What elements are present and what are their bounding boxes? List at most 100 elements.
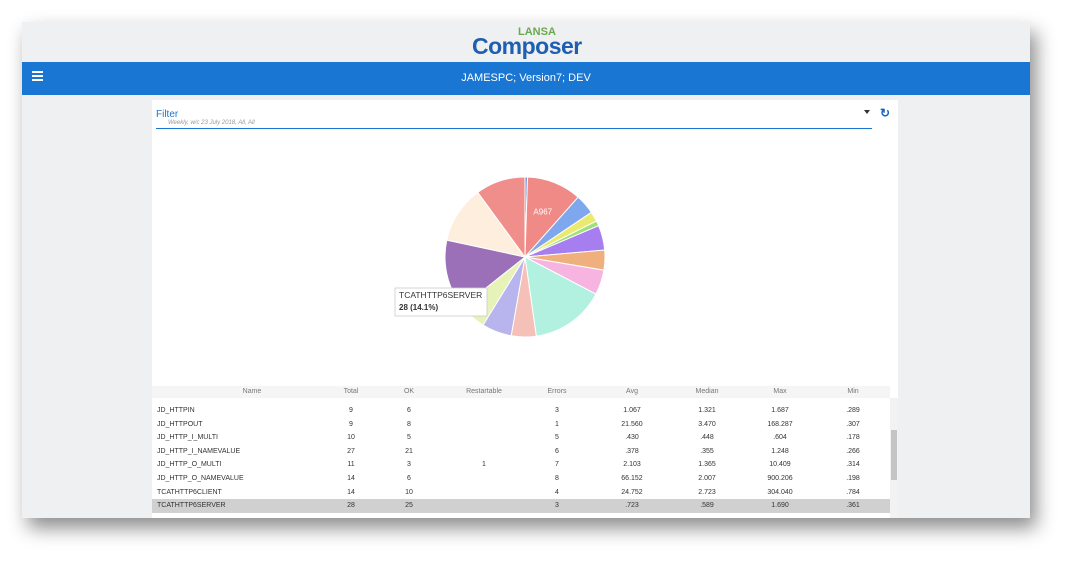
table-cell: .378: [625, 447, 639, 455]
table-cell: .604: [773, 434, 787, 442]
table-cell: 4: [555, 488, 559, 496]
table-row[interactable]: JD_HTTPIN 9 6 3 1.067 1.321 1.687 .289: [152, 404, 890, 418]
brand-small: LANSA: [518, 26, 556, 38]
table-cell: 900.206: [767, 475, 793, 482]
table-cell: 1.365: [698, 461, 716, 469]
pie-slice: [524, 256, 597, 337]
table-cell: JD_HTTP_I_MULTI: [157, 434, 218, 442]
column-header: Min: [847, 388, 859, 395]
pie-slice: [477, 176, 526, 259]
table-cell: 304.040: [767, 488, 793, 496]
table-cell: 10.409: [769, 461, 791, 469]
logo: LANSA Composer: [22, 22, 1030, 62]
table-cell: 1.687: [771, 407, 789, 414]
table-cell: 28: [347, 502, 355, 510]
pie-chart: A967 TCATHTTP6SERVER 28 (14.1%): [394, 176, 606, 338]
top-bar: JAMESPC; Version7; DEV: [22, 62, 1030, 95]
table-cell: 21: [405, 447, 413, 455]
table-cell: 3: [555, 502, 559, 510]
table-cell: 11: [347, 461, 355, 469]
table-cell: 9: [349, 420, 353, 428]
table-cell: 2.103: [623, 461, 641, 469]
table-row[interactable]: TCATHTTP6SERVER 28 25 3 .723 .589 1.690 .361: [152, 499, 890, 513]
column-header: Avg: [626, 388, 638, 395]
table-cell: 1.067: [623, 407, 641, 414]
column-header: Errors: [547, 388, 567, 395]
table-header: Name Total OK Restartable Errors Avg Median Max…: [152, 386, 890, 398]
table-cell: 5: [407, 434, 411, 442]
table-row[interactable]: JD_HTTP_I_MULTI 10 5 5 .430 .448 .604 .178: [152, 431, 890, 445]
table-cell: 3.470: [698, 420, 716, 428]
table-cell: 1: [482, 461, 486, 469]
table-cell: .307: [846, 420, 860, 428]
scrollbar[interactable]: [890, 398, 898, 518]
filter-label: Filter: [156, 109, 179, 120]
menu-button[interactable]: [32, 71, 43, 83]
table-cell: 3: [407, 461, 411, 469]
tooltip-box: [394, 287, 488, 317]
table-row[interactable]: JD_HTTP_I_NAMEVALUE 27 21 6 .378 .355 1.248 .26…: [152, 445, 890, 459]
table-cell: .430: [625, 434, 639, 442]
table-cell: 6: [407, 475, 411, 482]
table-cell: 1.321: [698, 407, 716, 414]
table-cell: .784: [846, 488, 860, 496]
column-header: Restartable: [466, 388, 502, 395]
table-row[interactable]: JD_HTTP_O_MULTI 11 3 1 7 2.103 1.365 10.409 .314: [152, 458, 890, 472]
data-table: Name Total OK Restartable Errors Avg Median Max…: [152, 386, 898, 518]
table-cell: 10: [347, 434, 355, 442]
table-cell: TCATHTTP6CLIENT: [157, 488, 222, 496]
content-card: Filter Weekly, w/c 23 July 2018, All, Al…: [152, 100, 898, 518]
filter-dropdown[interactable]: [864, 110, 870, 114]
table-cell: 7: [555, 461, 559, 469]
column-header: Median: [695, 388, 719, 395]
table-cell: 6: [407, 407, 411, 414]
app-window: LANSA Composer JAMESPC; Version7; DEV Fi…: [22, 22, 1030, 518]
table-cell: .178: [846, 434, 860, 442]
table-cell: 10: [405, 488, 413, 496]
table-cell: .198: [846, 475, 860, 482]
table-cell: 14: [347, 475, 355, 482]
table-cell: 3: [555, 407, 559, 414]
table-cell: 1: [555, 420, 559, 428]
table-cell: 2.007: [698, 475, 716, 482]
filter[interactable]: Filter Weekly, w/c 23 July 2018, All, Al…: [156, 106, 872, 129]
column-header: OK: [403, 388, 415, 395]
table-cell: 8: [555, 475, 559, 482]
table-cell: 9: [349, 407, 353, 414]
tooltip-name: TCATHTTP6SERVER: [399, 290, 482, 300]
table-row[interactable]: TCATHTTP6CLIENT 14 10 4 24.752 2.723 304.040 .7…: [152, 486, 890, 500]
top-bar-title: JAMESPC; Version7; DEV: [461, 72, 591, 84]
table-row[interactable]: JD_HTTPOUT 9 8 1 21.560 3.470 168.287 .307: [152, 418, 890, 432]
table-cell: .289: [846, 407, 860, 414]
slice-label: A967: [533, 208, 552, 217]
table-cell: 6: [555, 447, 559, 455]
refresh-button[interactable]: ↻: [880, 106, 891, 120]
filter-summary: Weekly, w/c 23 July 2018, All, All: [168, 120, 255, 126]
table-cell: JD_HTTP_O_MULTI: [157, 461, 222, 469]
table-cell: 21.560: [621, 420, 643, 428]
brand: Composer: [472, 33, 582, 59]
table-cell: 66.152: [621, 475, 643, 482]
table-cell: 14: [347, 488, 355, 496]
table-cell: .361: [846, 502, 860, 510]
table-cell: .266: [846, 447, 860, 455]
table-cell: JD_HTTPIN: [157, 407, 195, 414]
table-cell: 27: [347, 447, 355, 455]
table-cell: 5: [555, 434, 559, 442]
table-cell: .355: [700, 447, 714, 455]
table-cell: TCATHTTP6SERVER: [157, 502, 226, 510]
table-cell: JD_HTTP_O_NAMEVALUE: [157, 475, 244, 482]
table-cell: .589: [700, 502, 714, 510]
table-row[interactable]: JD_HTTP_O_NAMEVALUE 14 6 8 66.152 2.007 900.20…: [152, 472, 890, 486]
column-header: Name: [242, 388, 262, 395]
table-cell: .448: [700, 434, 714, 442]
column-header: Total: [343, 388, 359, 395]
table-cell: 25: [405, 502, 413, 510]
table-cell: .314: [846, 461, 860, 469]
table-cell: 168.287: [767, 420, 793, 428]
column-header: Max: [773, 388, 787, 395]
table-cell: 2.723: [698, 488, 716, 496]
table-cell: JD_HTTPOUT: [157, 420, 203, 428]
tooltip-value: 28 (14.1%): [399, 303, 438, 312]
